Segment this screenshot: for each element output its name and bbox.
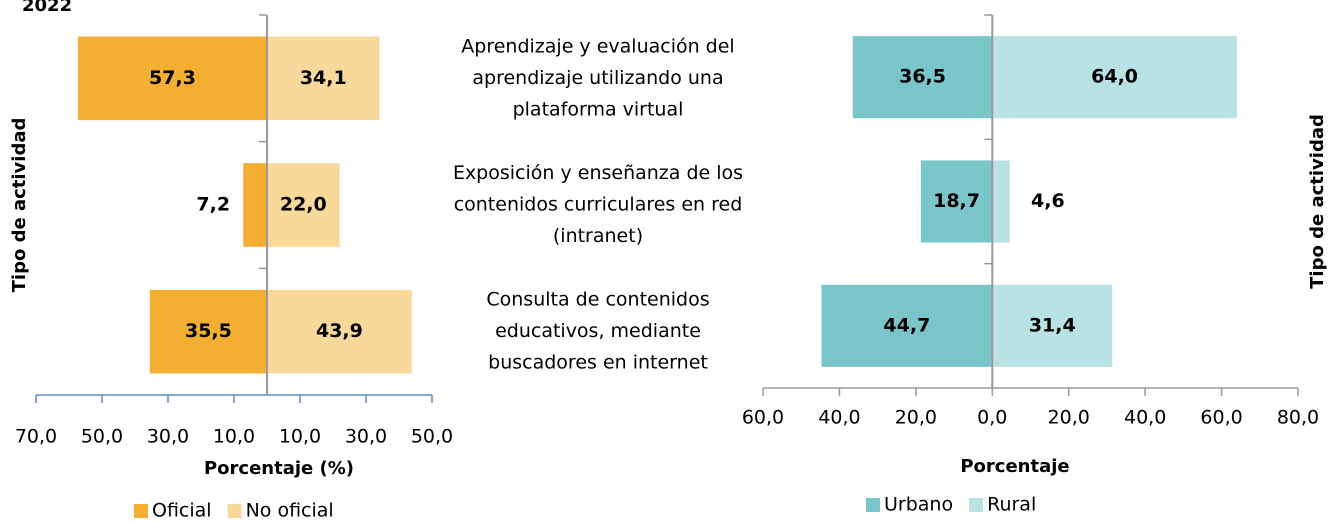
data-label: 4,6	[1031, 190, 1065, 212]
x-tick-label: 20,0	[1048, 407, 1090, 429]
x-tick-label: 50,0	[411, 426, 453, 448]
data-label: 43,9	[316, 320, 363, 342]
bar	[243, 163, 267, 247]
legend-swatch	[969, 498, 984, 512]
legend-swatch	[866, 498, 880, 512]
x-tick-label: 80,0	[1277, 407, 1319, 429]
bar	[267, 289, 412, 374]
x-tick-label: 50,0	[81, 426, 123, 448]
data-label: 7,2	[196, 194, 230, 216]
y-axis-label: Tipo de actividad	[1307, 114, 1328, 289]
x-tick-label: 70,0	[15, 426, 57, 448]
bar	[821, 284, 993, 367]
data-label: 18,7	[933, 190, 980, 212]
data-label: 31,4	[1029, 314, 1076, 336]
data-label: 34,1	[300, 67, 347, 89]
y-axis-label: Tipo de actividad	[9, 118, 30, 293]
x-tick-label: 30,0	[345, 426, 387, 448]
data-label: 36,5	[899, 66, 946, 88]
legend-swatch	[134, 504, 148, 518]
legend-label: No oficial	[246, 500, 334, 522]
bar	[149, 289, 267, 374]
bar	[267, 163, 340, 247]
x-tick-label: 40,0	[818, 407, 860, 429]
x-tick-label: 10,0	[279, 426, 321, 448]
bar	[852, 36, 993, 119]
x-axis-label: Porcentaje (%)	[204, 458, 354, 479]
category-labels: Aprendizaje y evaluación del aprendizaje …	[453, 35, 743, 373]
data-label: 57,3	[149, 67, 196, 89]
x-tick-label: 60,0	[1200, 407, 1242, 429]
legend-label: Urbano	[884, 494, 953, 516]
data-label: 22,0	[280, 194, 327, 216]
x-axis-label: Porcentaje	[960, 456, 1069, 477]
x-tick-label: 40,0	[1124, 407, 1166, 429]
x-tick-label: 30,0	[147, 426, 189, 448]
data-label: 64,0	[1091, 66, 1138, 88]
data-label: 35,5	[185, 320, 232, 342]
legend-label: Rural	[987, 494, 1036, 516]
category-label: contenidos curriculares en red	[454, 194, 743, 216]
data-label: 44,7	[883, 314, 930, 336]
category-label: educativos, mediante	[495, 320, 701, 342]
bar	[992, 36, 1237, 119]
bar	[920, 160, 993, 243]
category-label: aprendizaje utilizando una	[472, 67, 723, 89]
bar	[992, 284, 1113, 367]
category-label: buscadores en internet	[488, 352, 708, 374]
x-tick-label: 0,0	[977, 407, 1007, 429]
legend-label: Oficial	[152, 500, 212, 522]
bar	[267, 36, 380, 121]
category-label: (intranet)	[553, 225, 643, 247]
x-tick-label: 60,0	[742, 407, 784, 429]
x-tick-label: 10,0	[213, 426, 255, 448]
chart-title: 2022	[22, 0, 72, 16]
x-tick-label: 20,0	[895, 407, 937, 429]
bar	[992, 160, 1010, 243]
category-label: Consulta de contenidos	[486, 289, 709, 311]
category-label: Exposición y enseñanza de los	[453, 162, 743, 184]
category-label: Aprendizaje y evaluación del	[461, 35, 734, 57]
category-label: plataforma virtual	[513, 98, 684, 120]
legend-swatch	[227, 504, 242, 518]
bar	[77, 36, 267, 121]
